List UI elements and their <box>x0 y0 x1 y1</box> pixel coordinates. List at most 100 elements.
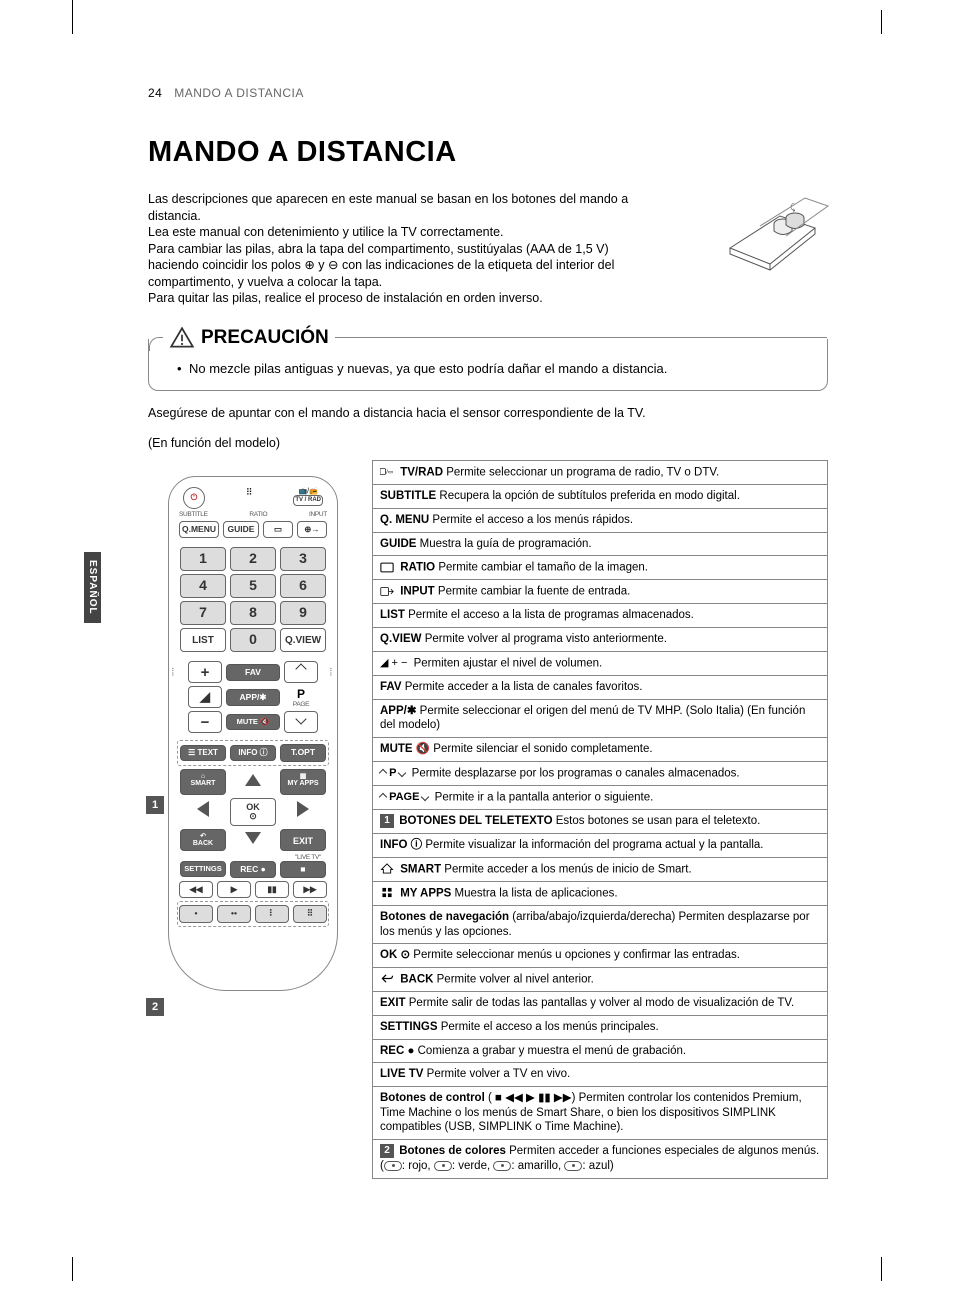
num-0: 0 <box>230 628 276 652</box>
info-button: INFO ⓘ <box>230 745 276 762</box>
description-row: MUTE 🔇 Permite silenciar el sonido compl… <box>373 738 827 762</box>
remote-control: ⏻ ⠿ 📺/📻 TV / RAD SUBTITLE RATIO INPUT Q.… <box>168 476 338 991</box>
description-row: FAV Permite acceder a la lista de canale… <box>373 676 827 700</box>
precaution-title: PRECAUCIÓN <box>163 325 335 351</box>
callout-1: 1 <box>146 796 164 814</box>
description-row: 2 Botones de colores Permiten acceder a … <box>373 1140 827 1177</box>
precaution-item: No mezcle pilas antiguas y nuevas, ya qu… <box>177 361 809 376</box>
description-row: GUIDE Muestra la guía de programación. <box>373 533 827 557</box>
battery-illustration: ⤹ <box>710 196 830 276</box>
crop-mark <box>72 1257 73 1281</box>
forward-button: ▶▶ <box>293 881 327 898</box>
descriptions-table: /▭ TV/RAD Permite seleccionar un program… <box>372 460 828 1179</box>
nav-up <box>245 774 261 786</box>
crop-mark <box>72 10 90 34</box>
blue-button: ⠿ <box>293 905 327 922</box>
intro-line: Para cambiar las pilas, abra la tapa del… <box>148 241 638 291</box>
num-9: 9 <box>280 601 326 625</box>
myapps-button: ▦MY APPS <box>280 769 326 795</box>
warning-icon <box>169 325 195 351</box>
guide-button: GUIDE <box>223 521 259 538</box>
qview-button: Q.VIEW <box>280 628 326 652</box>
fav-button: FAV <box>226 664 280 681</box>
description-row: Q.VIEW Permite volver al programa visto … <box>373 628 827 652</box>
description-row: APP/✱ Permite seleccionar el origen del … <box>373 700 827 738</box>
description-row: SMART Permite acceder a los menús de ini… <box>373 858 827 882</box>
mute-button: MUTE 🔇 <box>226 714 280 730</box>
intro-line: Para quitar las pilas, realice el proces… <box>148 290 638 307</box>
num-5: 5 <box>230 574 276 598</box>
num-6: 6 <box>280 574 326 598</box>
prog-down <box>284 711 318 733</box>
description-row: REC ● Comienza a grabar y muestra el men… <box>373 1040 827 1064</box>
description-row: PAGE Permite ir a la pantalla anterior o… <box>373 786 827 810</box>
description-row: INFO ⓘ Permite visualizar la información… <box>373 834 827 858</box>
ok-button: OK⊙ <box>230 798 276 826</box>
vol-down: − <box>188 711 222 733</box>
precaution-box: PRECAUCIÓN No mezcle pilas antiguas y nu… <box>148 339 828 391</box>
page-title: MANDO A DISTANCIA <box>148 136 828 169</box>
num-7: 7 <box>180 601 226 625</box>
description-row: LIVE TV Permite volver a TV en vivo. <box>373 1063 827 1087</box>
app-button: APP/✱ <box>226 689 280 706</box>
smart-button: ⌂SMART <box>180 769 226 795</box>
crop-mark <box>881 10 882 34</box>
language-tab: ESPAÑOL <box>84 552 101 623</box>
description-row: OK ⊙ Permite seleccionar menús u opcione… <box>373 944 827 968</box>
page-header-text: MANDO A DISTANCIA <box>174 86 304 100</box>
intro-line: Las descripciones que aparecen en este m… <box>148 191 638 224</box>
description-row: /▭ TV/RAD Permite seleccionar un program… <box>373 461 827 485</box>
remote-column: 1 2 ⏻ ⠿ 📺/📻 TV / RAD SUBTITLE RATIO INPU… <box>148 460 358 1179</box>
description-row: Botones de control ( ■ ◀◀ ▶ ▮▮ ▶▶) Permi… <box>373 1087 827 1140</box>
vol-icon: ◢ <box>188 686 222 708</box>
description-row: BACK Permite volver al nivel anterior. <box>373 968 827 992</box>
tvrad-button: TV / RAD <box>293 495 323 506</box>
description-row: Q. MENU Permite el acceso a los menús rá… <box>373 509 827 533</box>
description-row: MY APPS Muestra la lista de aplicaciones… <box>373 882 827 906</box>
description-row: SETTINGS Permite el acceso a los menús p… <box>373 1016 827 1040</box>
description-row: LIST Permite el acceso a la lista de pro… <box>373 604 827 628</box>
teletext-group: ☰ TEXT INFO ⓘ T.OPT <box>177 740 329 765</box>
yellow-button: ⠇ <box>255 905 289 922</box>
red-button: • <box>179 905 213 922</box>
nav-down <box>245 832 261 844</box>
description-row: SUBTITLE Recupera la opción de subtítulo… <box>373 485 827 509</box>
rewind-button: ◀◀ <box>179 881 213 898</box>
play-button: ▶ <box>217 881 251 898</box>
prog-up <box>284 661 318 683</box>
description-row: EXIT Permite salir de todas las pantalla… <box>373 992 827 1016</box>
num-3: 3 <box>280 547 326 571</box>
description-row: P Permite desplazarse por los programas … <box>373 762 827 786</box>
nav-left <box>197 801 209 817</box>
after-precaution-text: Asegúrese de apuntar con el mando a dist… <box>148 405 828 423</box>
nav-right <box>297 801 309 817</box>
green-button: •• <box>217 905 251 922</box>
exit-button: EXIT <box>280 829 326 851</box>
description-row: 1 BOTONES DEL TELETEXTO Estos botones se… <box>373 810 827 834</box>
ratio-button: ▭ <box>263 521 293 538</box>
vol-up: + <box>188 661 222 683</box>
num-1: 1 <box>180 547 226 571</box>
topt-button: T.OPT <box>280 744 326 761</box>
num-4: 4 <box>180 574 226 598</box>
intro-line: Lea este manual con detenimiento y utili… <box>148 224 638 241</box>
description-row: Botones de navegación (arriba/abajo/izqu… <box>373 906 827 944</box>
callout-2: 2 <box>146 998 164 1016</box>
rec-button: REC ● <box>230 861 276 878</box>
stop-button: ■ <box>280 861 326 878</box>
color-buttons-group: • •• ⠇ ⠿ <box>177 901 329 926</box>
crop-mark <box>881 1257 882 1281</box>
num-8: 8 <box>230 601 276 625</box>
list-button: LIST <box>180 628 226 652</box>
input-button: ⊕→ <box>297 521 327 538</box>
page-number: 24 <box>148 86 162 100</box>
description-row: INPUT Permite cambiar la fuente de entra… <box>373 580 827 604</box>
text-button: ☰ TEXT <box>180 745 226 762</box>
settings-button: SETTINGS <box>180 861 226 877</box>
intro-text: Las descripciones que aparecen en este m… <box>148 191 638 307</box>
description-row: ◢ + − Permiten ajustar el nivel de volum… <box>373 652 827 676</box>
page-header: 24 MANDO A DISTANCIA <box>148 86 828 100</box>
description-row: RATIO Permite cambiar el tamaño de la im… <box>373 556 827 580</box>
back-button: ↶BACK <box>180 829 226 851</box>
num-2: 2 <box>230 547 276 571</box>
